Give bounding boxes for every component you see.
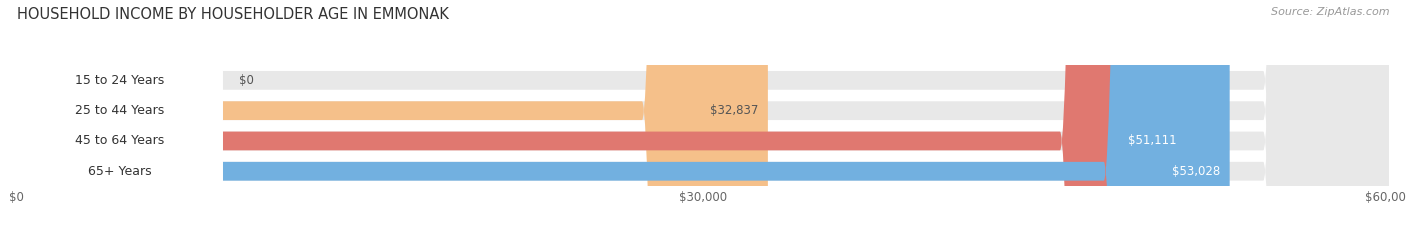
Text: 25 to 44 Years: 25 to 44 Years [75, 104, 165, 117]
Text: $51,111: $51,111 [1128, 134, 1177, 147]
FancyBboxPatch shape [17, 0, 1389, 233]
FancyBboxPatch shape [17, 0, 222, 233]
FancyBboxPatch shape [17, 0, 222, 233]
Text: 15 to 24 Years: 15 to 24 Years [75, 74, 165, 87]
Text: 45 to 64 Years: 45 to 64 Years [75, 134, 165, 147]
FancyBboxPatch shape [17, 0, 1389, 233]
Text: $32,837: $32,837 [710, 104, 759, 117]
Text: $53,028: $53,028 [1173, 165, 1220, 178]
FancyBboxPatch shape [0, 0, 142, 233]
FancyBboxPatch shape [17, 0, 222, 233]
Text: $0: $0 [239, 74, 253, 87]
FancyBboxPatch shape [17, 0, 1389, 233]
Text: Source: ZipAtlas.com: Source: ZipAtlas.com [1271, 7, 1389, 17]
FancyBboxPatch shape [17, 0, 1230, 233]
Text: 65+ Years: 65+ Years [89, 165, 152, 178]
Text: HOUSEHOLD INCOME BY HOUSEHOLDER AGE IN EMMONAK: HOUSEHOLD INCOME BY HOUSEHOLDER AGE IN E… [17, 7, 449, 22]
FancyBboxPatch shape [17, 0, 222, 233]
FancyBboxPatch shape [17, 0, 768, 233]
FancyBboxPatch shape [17, 0, 1185, 233]
FancyBboxPatch shape [17, 0, 1389, 233]
